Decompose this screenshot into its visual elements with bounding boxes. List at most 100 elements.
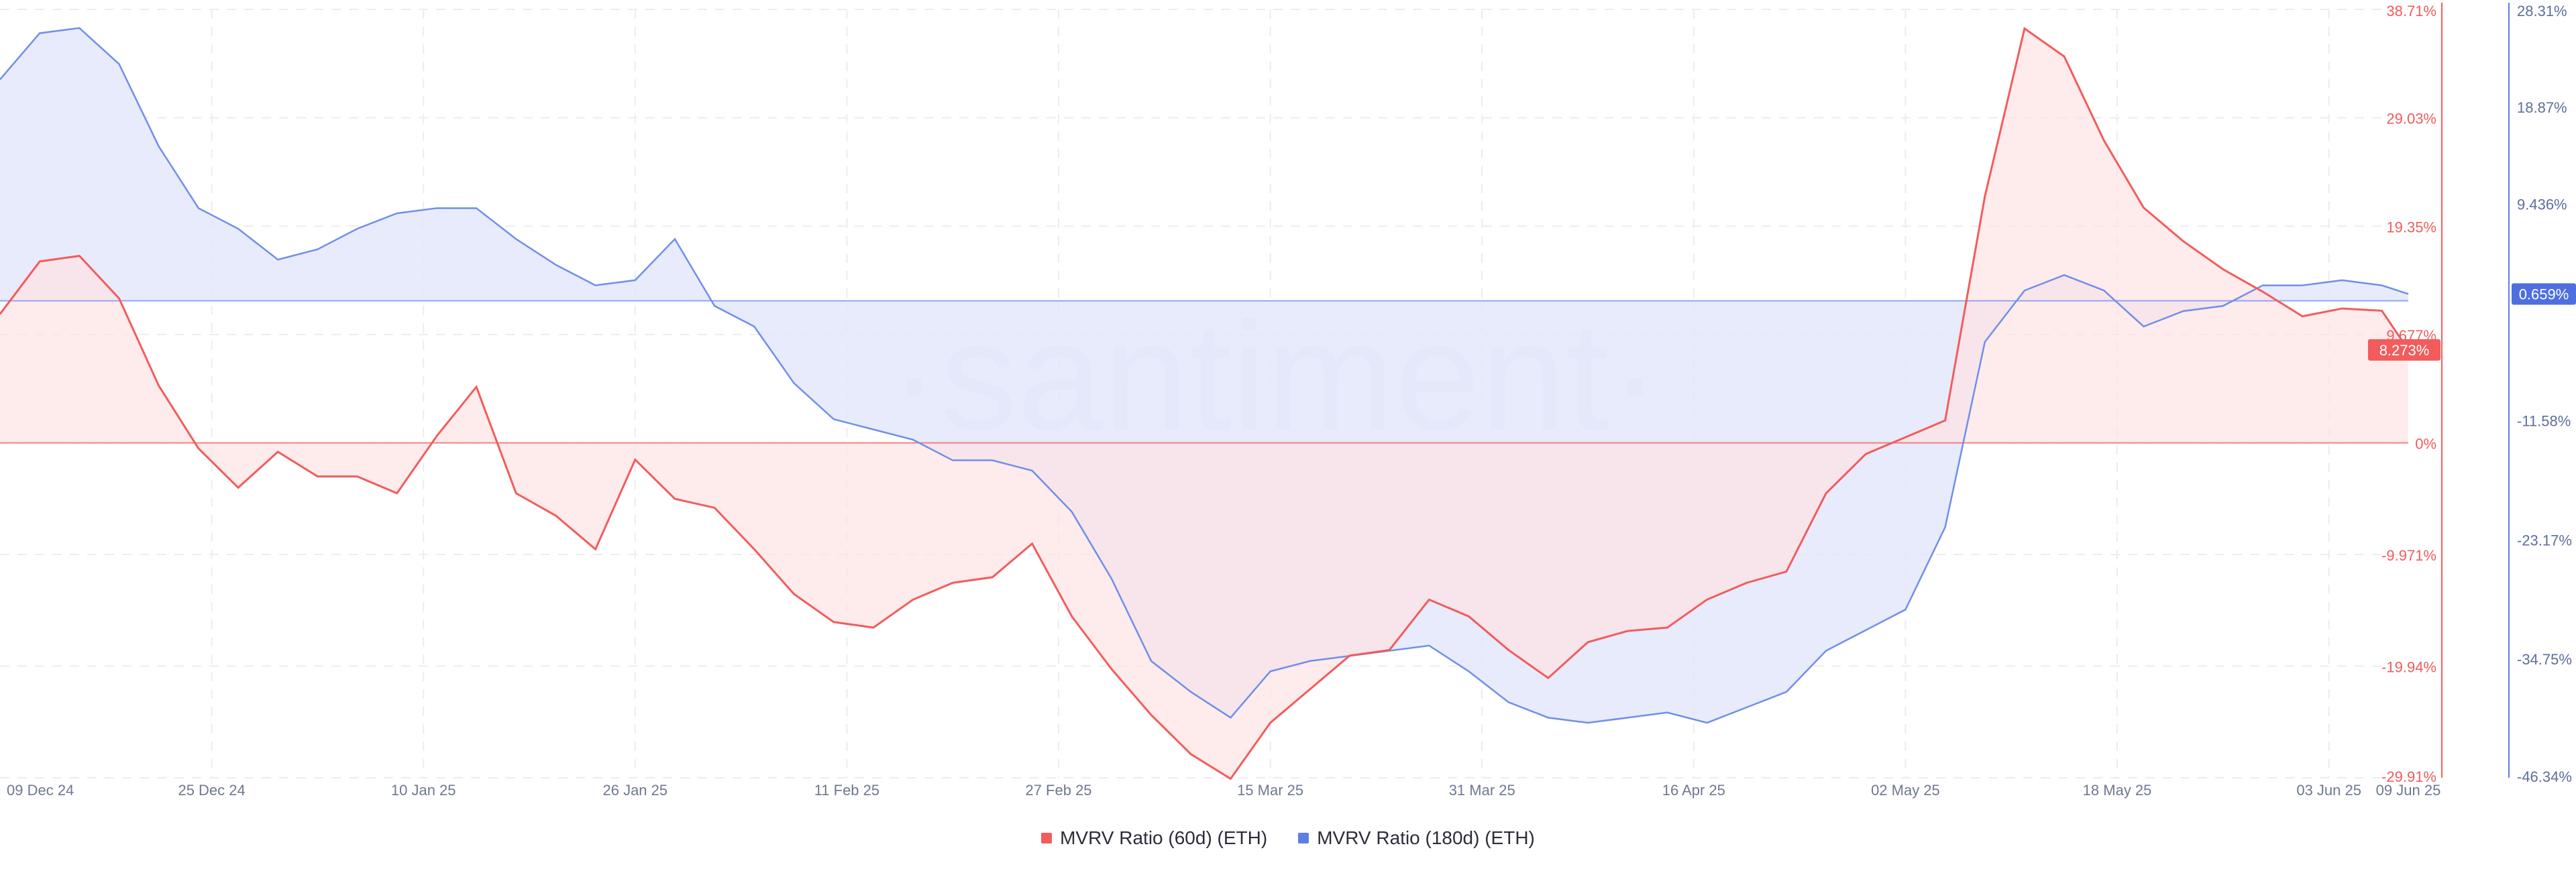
left-axis-tick-label: 0% [2415,435,2436,452]
mvrv-180d-point [951,459,955,463]
mvrv-60d-line [0,27,2410,780]
mvrv-180d-point [1387,649,1391,653]
legend-label-mvrv-180d: MVRV Ratio (180d) (ETH) [1317,827,1535,848]
mvrv-60d-point [594,547,598,551]
right-axis-tick-label: 9.436% [2517,196,2567,213]
right-axis-tick-label: -34.75% [2517,651,2572,668]
mvrv-180d-point [1467,669,1471,673]
mvrv-60d-point [951,581,955,585]
x-axis-tick-label: 09 Jun 25 [2376,782,2441,799]
mvrv-180d-point [1308,659,1312,663]
mvrv-180d-point [1784,690,1788,694]
mvrv-60d-point [1983,194,1987,198]
mvrv-60d-point [871,626,875,630]
mvrv-180d-point [236,227,240,231]
mvrv-60d-point [911,597,915,601]
mvrv-180d-point [117,62,121,66]
mvrv-60d-point [1784,570,1788,574]
mvrv-60d-point [1705,597,1709,601]
chart-legend: MVRV Ratio (60d) (ETH) MVRV Ratio (180d)… [0,823,2576,853]
right-axis-tick-label: 18.87% [2517,99,2567,116]
mvrv-60d-point [2300,314,2304,318]
right-axis-tick-label: -23.17% [2517,532,2572,548]
x-axis-tick-label: 03 Jun 25 [2296,782,2361,799]
mvrv-60d-point [752,547,756,551]
mvrv-60d-point [1030,542,1034,546]
mvrv-180d-point [752,325,756,329]
mvrv-60d-point [1943,418,1947,422]
mvrv-180d-point [2300,284,2304,288]
mvrv-60d-point [315,475,319,479]
mvrv-60d-point [1308,687,1312,691]
mvrv-180d-point [395,211,399,215]
mvrv-60d-point [395,491,399,495]
mvrv-180d-point [356,227,360,231]
x-axis-tick-label: 10 Jan 25 [391,782,456,799]
mvrv-180d-point [1903,607,1907,611]
mvrv-60d-point [157,384,161,388]
mvrv-60d-point [1903,435,1907,439]
x-axis-tick-label: 16 Apr 25 [1662,782,1725,799]
mvrv-180d-point [38,31,42,35]
x-axis-tick-label: 25 Dec 24 [178,782,245,799]
mvrv-180d-point [1625,715,1629,719]
mvrv-60d-point [435,434,439,438]
mvrv-180d-point [1189,690,1193,694]
mvrv-60d-point [1149,713,1153,717]
current-value-badge-180d [2512,283,2576,305]
mvrv-180d-point [792,381,796,385]
mvrv-60d-point [1824,491,1828,495]
mvrv-180d-point [2141,325,2145,329]
mvrv-60d-point [2261,290,2265,294]
mvrv-60d-point [1745,581,1749,585]
left-axis-tick-label: -19.94% [2381,658,2436,675]
mvrv-180d-area [0,27,2408,723]
mvrv-180d-point [2261,284,2265,288]
mvrv-60d-point [356,475,360,479]
mvrv-60d-point [1467,614,1471,618]
current-value-badge-60d [2368,339,2440,361]
mvrv-180d-point [2406,292,2410,296]
right-axis-tick-label: -46.34% [2517,768,2572,785]
mvrv-180d-point [2182,309,2186,313]
mvrv-60d-point [2340,306,2344,310]
mvrv-60d-point [1228,777,1232,781]
mvrv-60d-point [1507,648,1511,652]
mvrv-60d-point [990,575,994,579]
mvrv-60d-point [1427,597,1431,601]
mvrv-60d-point [2221,268,2225,272]
mvrv-60d-point [2141,206,2145,210]
mvrv-180d-point [2102,288,2106,292]
left-axis-tick-label: 19.35% [2386,219,2436,235]
mvrv-180d-point [1665,711,1669,715]
left-axis-tick-label: 38.71% [2386,3,2436,19]
mvrv-180d-point [832,417,836,421]
mvrv-60d-point [2182,239,2186,243]
mvrv-60d-point [712,506,716,510]
legend-item-mvrv-180d[interactable]: MVRV Ratio (180d) (ETH) [1298,827,1535,849]
mvrv-60d-point [1864,452,1868,456]
mvrv-180d-point [2380,284,2384,288]
mvrv-60d-point [2102,139,2106,143]
current-value-label-60d: 8.273% [2379,342,2430,359]
mvrv-60d-point [1665,626,1669,630]
legend-item-mvrv-60d[interactable]: MVRV Ratio (60d) (ETH) [1041,827,1267,849]
mvrv-60d-point [1625,629,1629,633]
mvrv-180d-point [1983,340,1987,344]
mvrv-180d-point [2062,273,2066,277]
mvrv-180d-point [633,278,637,282]
mvrv-60d-point [1110,667,1114,671]
mvrv-180d-point [1824,649,1828,653]
mvrv-60d-point [2023,27,2027,31]
mvrv-180d-point [1070,510,1074,514]
x-axis-tick-label: 31 Mar 25 [1449,782,1515,799]
mvrv-180d-point [1110,577,1114,581]
mvrv-60d-point [117,296,121,300]
mvrv-60d-point [38,259,42,264]
mvrv-180d-point [1269,669,1273,673]
mvrv-180d-point [673,237,677,241]
mvrv-180d-line [0,27,2409,724]
mvrv-180d-point [1943,525,1947,529]
mvrv-180d-point [1427,644,1431,648]
